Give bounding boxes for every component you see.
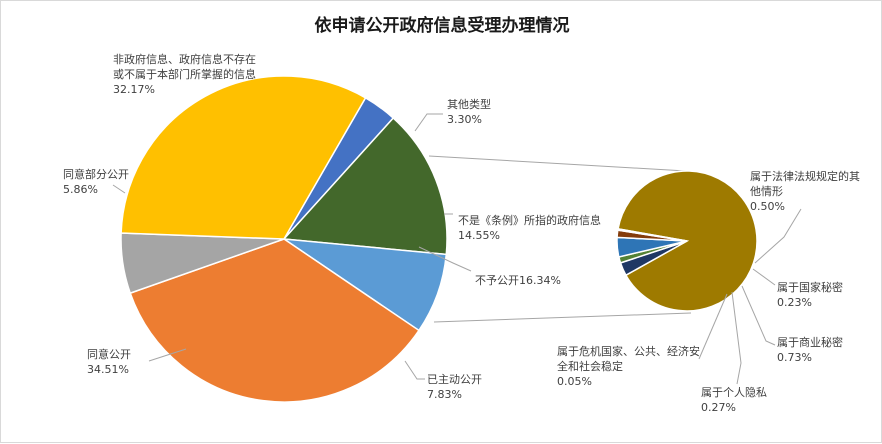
label-value-not-regulation: 14.55% bbox=[458, 229, 500, 242]
leader-agree bbox=[148, 348, 187, 362]
main-slice-5 bbox=[120, 75, 367, 240]
label-refuse: 不予公开16.34% bbox=[475, 274, 561, 287]
connector-top bbox=[428, 155, 687, 172]
label-name-partial: 同意部分公开 bbox=[63, 167, 129, 181]
label-value-proactive: 7.83% bbox=[427, 388, 462, 401]
label-value-agree: 34.51% bbox=[87, 363, 129, 376]
label-value-law-other: 0.50% bbox=[750, 200, 785, 213]
leader-refuse bbox=[418, 246, 472, 272]
label-value-partial: 5.86% bbox=[63, 183, 98, 196]
label-name-state-secret: 属于国家秘密 bbox=[777, 280, 843, 294]
label-name-agree: 同意公开 bbox=[87, 347, 131, 361]
leader-state-secret bbox=[752, 268, 776, 286]
label-name-danger-line1: 属于危机国家、公共、经济安 bbox=[557, 344, 700, 358]
label-name-business-secret: 属于商业秘密 bbox=[777, 335, 843, 349]
leader-proactive bbox=[404, 360, 425, 380]
leader-business-secret bbox=[741, 285, 776, 346]
label-name-law-other-line1: 属于法律法规规定的其 bbox=[750, 169, 860, 183]
label-name-other: 其他类型 bbox=[447, 97, 491, 111]
main-pie bbox=[120, 75, 448, 403]
label-value-other: 3.30% bbox=[447, 113, 482, 126]
leader-privacy bbox=[731, 291, 742, 385]
label-value-state-secret: 0.23% bbox=[777, 296, 812, 309]
secondary-slice-5 bbox=[616, 227, 688, 242]
chart-title: 依申请公开政府信息受理办理情况 bbox=[315, 15, 570, 36]
leader-other bbox=[414, 113, 443, 132]
label-name-not-regulation: 不是《条例》所指的政府信息 bbox=[458, 213, 601, 227]
label-name-privacy: 属于个人隐私 bbox=[701, 386, 767, 399]
secondary-slice-0 bbox=[617, 170, 758, 312]
label-value-business-secret: 0.73% bbox=[777, 351, 812, 364]
label-value-danger: 0.05% bbox=[557, 375, 592, 388]
main-slice-1 bbox=[282, 116, 448, 256]
main-slice-3 bbox=[129, 238, 420, 403]
leader-lines bbox=[112, 113, 802, 385]
leader-danger bbox=[698, 293, 728, 360]
label-name-non-govinfo-line2: 或不属于本部门所掌握的信息 bbox=[113, 67, 256, 81]
label-value-privacy: 0.27% bbox=[701, 401, 736, 414]
label-name-proactive: 已主动公开 bbox=[427, 373, 482, 386]
label-value-non-govinfo: 32.17% bbox=[113, 83, 155, 96]
label-name-non-govinfo-line1: 非政府信息、政府信息不存在 bbox=[113, 52, 256, 66]
leader-partial bbox=[112, 184, 126, 194]
connector-bottom bbox=[433, 312, 692, 323]
label-name-law-other-line2: 他情形 bbox=[750, 185, 783, 198]
secondary-pie bbox=[616, 170, 758, 312]
leader-law-other bbox=[754, 208, 802, 264]
label-name-danger-line2: 全和社会稳定 bbox=[557, 359, 623, 373]
